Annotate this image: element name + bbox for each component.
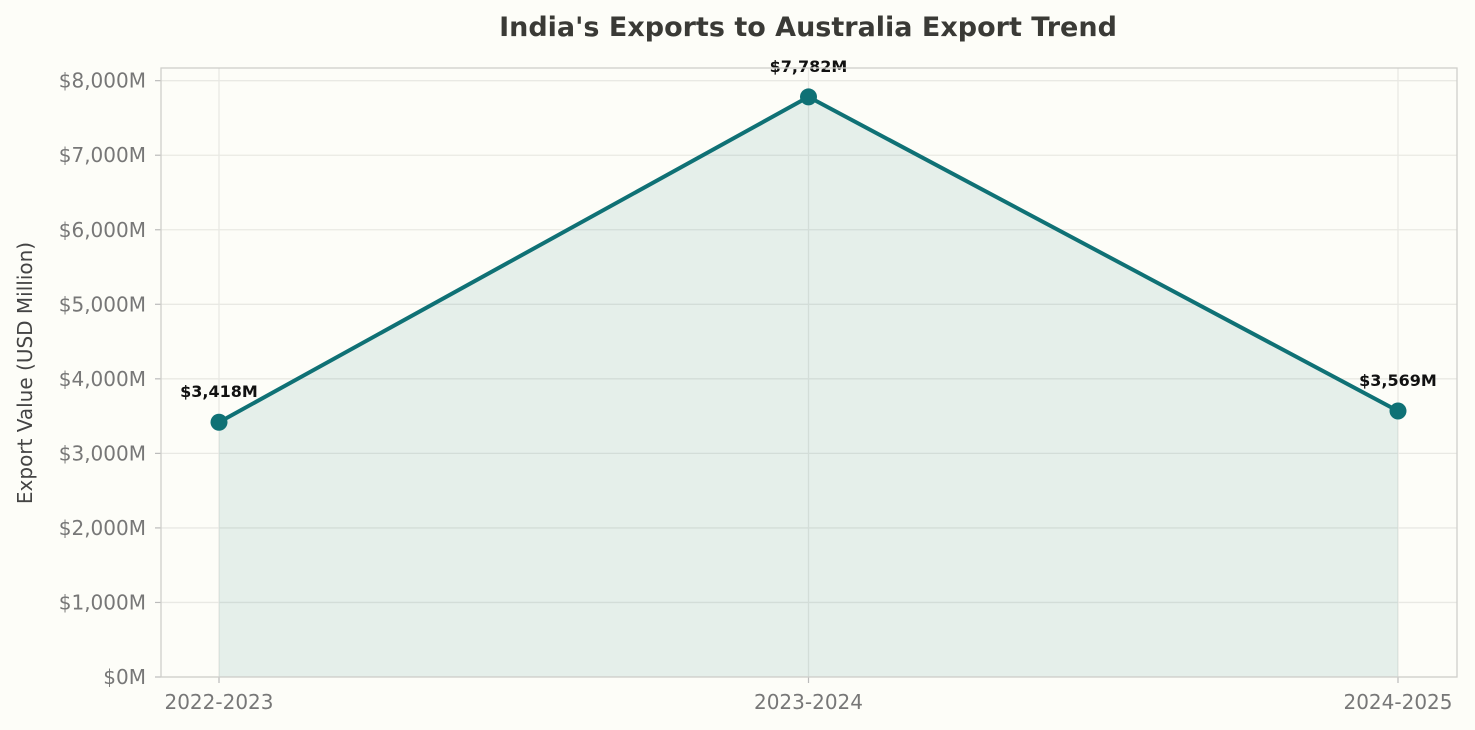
- y-tick-label: $0M: [103, 665, 146, 689]
- area-fill-layer: [219, 96, 1398, 677]
- y-tick-label: $2,000M: [59, 516, 146, 540]
- y-tick-labels: $0M $1,000M $2,000M $3,000M $4,000M $5,000M $6…: [59, 69, 161, 689]
- data-label: $3,418M: [180, 382, 258, 401]
- y-tick-label: $3,000M: [59, 441, 146, 465]
- y-tick-label: $5,000M: [59, 292, 146, 316]
- y-tick-label: $8,000M: [59, 69, 146, 93]
- y-tick-label: $7,000M: [59, 143, 146, 167]
- x-tick-labels: 2022-2023 2023-2024 2024-2025: [164, 677, 1453, 714]
- x-tick-label: 2022-2023: [164, 690, 273, 714]
- data-point: [210, 413, 228, 431]
- data-point: [800, 88, 817, 106]
- data-labels: $3,418M $7,782M $3,569M: [180, 57, 1437, 401]
- y-axis-label: Export Value (USD Million): [13, 242, 37, 504]
- y-tick-label: $4,000M: [59, 367, 146, 391]
- y-tick-label: $6,000M: [59, 218, 146, 242]
- data-label: $7,782M: [770, 57, 848, 76]
- x-tick-label: 2024-2025: [1343, 690, 1452, 714]
- chart-title: India's Exports to Australia Export Tren…: [499, 12, 1117, 43]
- data-label: $3,569M: [1359, 371, 1437, 390]
- area-fill: [219, 96, 1398, 677]
- x-tick-label: 2023-2024: [754, 690, 863, 714]
- gridlines: [161, 68, 1457, 678]
- data-points: [210, 88, 1407, 431]
- y-tick-label: $1,000M: [59, 590, 146, 614]
- plot-frame: [160, 67, 1458, 678]
- data-point: [1389, 402, 1407, 420]
